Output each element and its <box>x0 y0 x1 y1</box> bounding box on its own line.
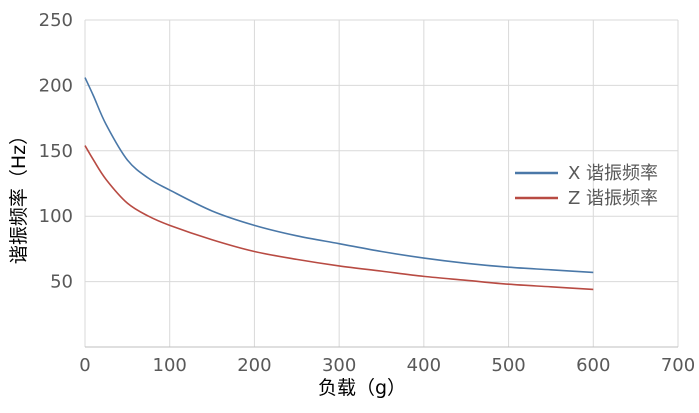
legend: X 谐振频率 Z 谐振频率 <box>515 163 658 209</box>
x-tick-label: 100 <box>153 355 187 376</box>
series-line-z <box>84 145 594 291</box>
x-tick-labels: 0 100 200 300 400 500 600 700 <box>79 355 695 376</box>
y-axis-title: 谐振频率（Hz） <box>8 126 30 264</box>
x-tick-label: 700 <box>661 355 695 376</box>
y-tick-label: 50 <box>50 272 73 293</box>
x-tick-label: 300 <box>322 355 356 376</box>
y-tick-label: 200 <box>39 75 73 96</box>
x-tick-label: 0 <box>79 355 90 376</box>
x-tick-label: 500 <box>491 355 525 376</box>
series-layer <box>84 77 594 291</box>
x-tick-label: 600 <box>576 355 610 376</box>
y-tick-label: 100 <box>39 206 73 227</box>
x-axis-title: 负载（g） <box>318 377 406 399</box>
x-tick-label: 400 <box>407 355 441 376</box>
legend-label-x: X 谐振频率 <box>568 163 658 184</box>
series-line-x <box>84 77 594 274</box>
y-tick-label: 150 <box>39 141 73 162</box>
y-tick-labels: 50 100 150 200 250 <box>39 10 73 293</box>
legend-label-z: Z 谐振频率 <box>568 188 658 209</box>
x-tick-label: 200 <box>237 355 271 376</box>
grid-layer <box>84 19 679 348</box>
y-tick-label: 250 <box>39 10 73 31</box>
